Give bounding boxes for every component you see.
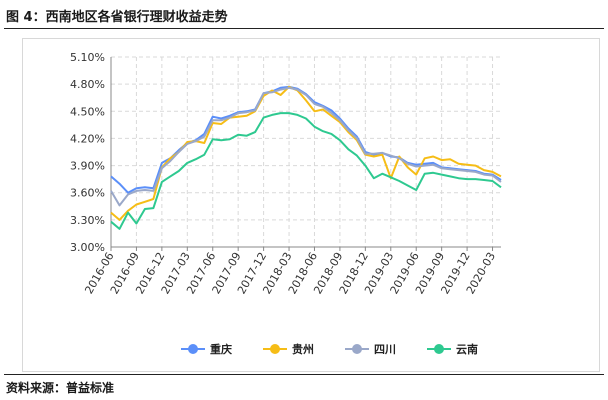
y-tick-label: 3.60% (70, 187, 105, 200)
legend-label: 贵州 (292, 342, 314, 356)
source-divider (4, 374, 604, 375)
line-chart: 3.00% 3.30% 3.60% 3.90% 4.20% 4.50% 4.80% 5.10%… (70, 51, 502, 356)
y-tick-label: 4.50% (70, 105, 105, 118)
y-tick-label: 4.80% (70, 78, 105, 91)
figure-source: 资料来源：普益标准 (6, 381, 115, 395)
legend-label: 重庆 (210, 342, 232, 356)
legend-swatch-dot (434, 344, 444, 354)
series-line (110, 112, 502, 230)
chart-panel: 3.00% 3.30% 3.60% 3.90% 4.20% 4.50% 4.80% 5.10%… (22, 38, 600, 372)
series-line (110, 85, 502, 221)
y-tick-label: 4.20% (70, 132, 105, 145)
figure-title: 图 4：西南地区各省银行理财收益走势 (6, 10, 228, 25)
legend-swatch-dot (352, 344, 362, 354)
legend-label: 云南 (456, 342, 478, 356)
y-tick-label: 3.30% (70, 214, 105, 227)
title-divider (4, 28, 604, 29)
y-tick-label: 3.00% (70, 241, 105, 254)
legend-label: 四川 (374, 343, 396, 356)
y-tick-label: 3.90% (70, 160, 105, 173)
series-line (110, 86, 502, 207)
legend-swatch-dot (270, 344, 280, 354)
legend-swatch-dot (188, 344, 198, 354)
y-tick-label: 5.10% (70, 51, 105, 64)
